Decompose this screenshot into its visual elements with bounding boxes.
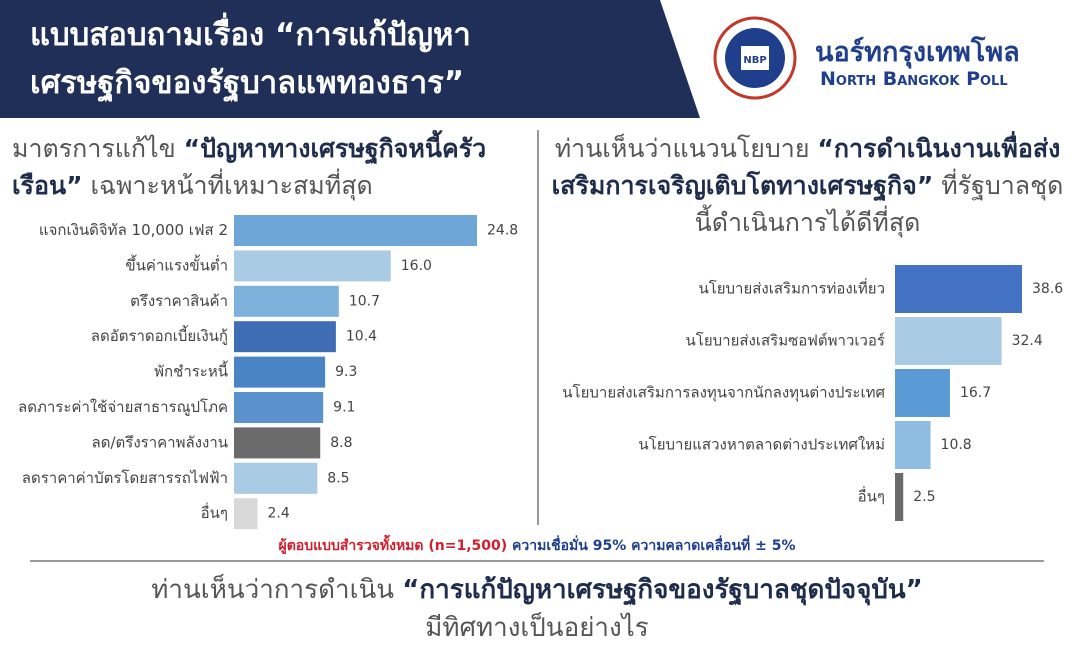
bar (234, 356, 326, 388)
bar (234, 321, 336, 353)
bar (895, 421, 931, 469)
bar (234, 462, 318, 494)
title-lead: ท่านเห็นว่าแนวนโยบาย (554, 134, 810, 163)
bar (234, 285, 339, 317)
footnote-confidence: ความเชื่อมั่น 95% ความคลาดเคลื่อนที่ ± 5… (512, 538, 796, 554)
value-label: 16.0 (401, 258, 432, 274)
category-label: ลดอัตราดอกเบี้ยเงินกู้ (91, 325, 228, 345)
title-emphasis: “ปัญหาทางเศรษฐกิจหนี้ครัวเรือน” (12, 134, 487, 200)
category-label: ลดราคาค่าบัตรโดยสารรถไฟฟ้า (22, 469, 228, 487)
title-tail: ที่รัฐบาลชุดนี้ดำเนินการได้ดีที่สุด (694, 171, 1064, 237)
value-label: 8.5 (327, 470, 349, 486)
chart: แจกเงินดิจิทัล 10,000 เฟส 2 24.8 ขึ้นค่าแร… (18, 215, 518, 530)
value-label: 24.8 (487, 223, 518, 239)
category-label: นโยบายแสวงหาตลาดต่างประเทศใหม่ (638, 436, 885, 454)
value-label: 9.1 (333, 400, 355, 416)
title-lead: มาตรการแก้ไข (12, 134, 176, 163)
header-title: แบบสอบถามเรื่อง “การแก้ปัญหา (30, 17, 471, 53)
bar (234, 427, 321, 459)
svg-text:NBP: NBP (743, 55, 766, 66)
bar (895, 317, 1002, 365)
category-label: ขึ้นค่าแรงขั้นต่ำ (125, 254, 228, 274)
question-tail: มีทิศทางเป็นอย่างไร (425, 613, 649, 643)
value-label: 10.4 (346, 329, 377, 345)
chart-title: มาตรการแก้ไข “ปัญหาทางเศรษฐกิจหนี้ครัวเร… (12, 130, 527, 204)
bar (234, 215, 477, 246)
category-label: นโยบายส่งเสริมการท่องเที่ยว (698, 278, 885, 298)
title-tail: เฉพาะหน้าที่เหมาะสมที่สุด (90, 171, 373, 200)
header-band: NBP (0, 0, 797, 118)
value-label: 10.8 (941, 437, 972, 453)
value-label: 32.4 (1012, 333, 1043, 349)
category-label: นโยบายส่งเสริมซอฟต์พาวเวอร์ (686, 332, 885, 350)
value-label: 8.8 (330, 435, 352, 451)
bar (234, 392, 324, 423)
footnote-sample: ผู้ตอบแบบสำรวจทั้งหมด (n=1,500) (278, 538, 508, 554)
bar (234, 498, 258, 530)
bar (895, 369, 950, 417)
value-label: 2.5 (913, 489, 935, 505)
bar (895, 473, 904, 521)
value-label: 38.6 (1032, 281, 1063, 297)
category-label: ลด/ตรึงราคาพลังงาน (92, 433, 228, 451)
value-label: 9.3 (335, 364, 357, 380)
chart: นโยบายส่งเสริมการท่องเที่ยว 38.6 นโยบายส่ง… (562, 265, 1063, 521)
bar (895, 265, 1022, 313)
category-label: แจกเงินดิจิทัล 10,000 เฟส 2 (39, 221, 228, 239)
bar (234, 250, 391, 282)
question: ท่านเห็นว่าการดำเนิน “การแก้ปัญหาเศรษฐกิ… (0, 571, 1074, 647)
divider (537, 130, 539, 525)
category-label: อื่นๆ (858, 486, 885, 506)
header-title: เศรษฐกิจของรัฐบาลแพทองธาร” (30, 65, 465, 101)
category-label: พักชำระหนี้ (154, 361, 228, 381)
footnote: ผู้ตอบแบบสำรวจทั้งหมด (n=1,500) ความเชื่… (0, 535, 1074, 557)
title-emphasis: “การดำเนินงานเพื่อส่งเสริมการเจริญเติบโต… (551, 134, 1061, 200)
category-label: ตรึงราคาสินค้า (130, 292, 228, 310)
brand: นอร์ทกรุงเทพโพล (815, 37, 1020, 68)
rule (30, 560, 1044, 562)
category-label: นโยบายส่งเสริมการลงทุนจากนักลงทุนต่างประ… (562, 384, 885, 403)
question-lead: ท่านเห็นว่าการดำเนิน (151, 575, 395, 605)
value-label: 2.4 (268, 506, 290, 522)
chart-title: ท่านเห็นว่าแนวนโยบาย “การดำเนินงานเพื่อส… (550, 130, 1065, 241)
value-label: 16.7 (960, 385, 991, 401)
value-label: 10.7 (349, 293, 380, 309)
question-emphasis: “การแก้ปัญหาเศรษฐกิจของรัฐบาลชุดปัจจุบัน… (402, 575, 923, 605)
brand-en: North Bangkok Poll (820, 68, 1008, 90)
category-label: ลดภาระค่าใช้จ่ายสาธารณูปโภค (18, 398, 228, 416)
category-label: อื่นๆ (201, 502, 228, 522)
